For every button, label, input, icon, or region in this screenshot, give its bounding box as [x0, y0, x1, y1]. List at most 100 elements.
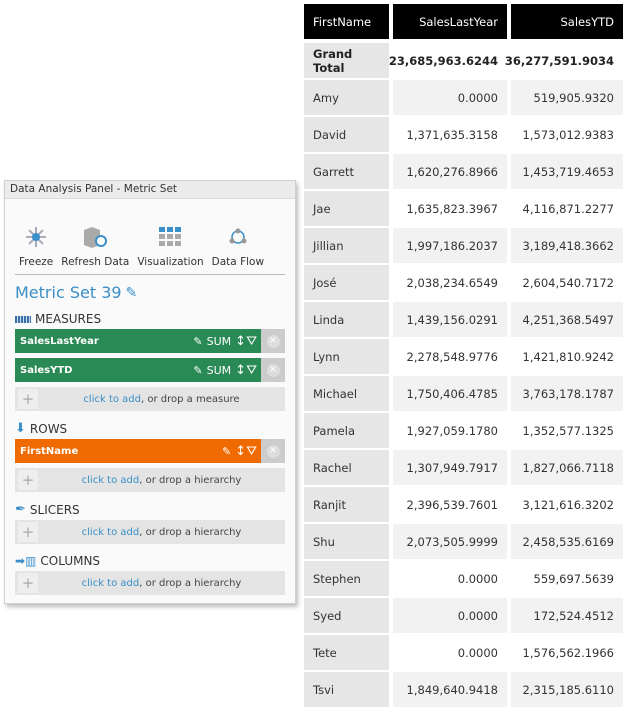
- sort-filter-icon[interactable]: ↕⛛: [235, 443, 257, 459]
- refresh-data-label: Refresh Data: [61, 256, 130, 268]
- value-cell: 559,697.5639: [533, 571, 614, 586]
- table-row: Garrett 1,620,276.8966 1,453,719.4653: [304, 154, 623, 189]
- row-header-cell[interactable]: Rachel: [304, 450, 389, 485]
- aggregation-label[interactable]: SUM: [206, 363, 232, 377]
- row-header-cell[interactable]: Garrett: [304, 154, 389, 189]
- row-header-cell[interactable]: David: [304, 117, 389, 152]
- remove-icon[interactable]: ✕: [261, 439, 285, 463]
- value-cell: 1,750,406.4785: [393, 376, 507, 411]
- columns-section: ➡▥ COLUMNS: [15, 554, 295, 568]
- row-header-cell[interactable]: José: [304, 265, 389, 300]
- toolbar: Freeze Refresh Data Visualization Data F…: [15, 209, 285, 275]
- row-header-cell[interactable]: Stephen: [304, 561, 389, 596]
- header-firstname[interactable]: FirstName: [304, 4, 389, 39]
- value-cell: 172,524.4512: [511, 598, 623, 633]
- data-flow-button[interactable]: Data Flow: [208, 209, 268, 268]
- row-header-cell[interactable]: Michael: [304, 376, 389, 411]
- header-salesytd[interactable]: SalesYTD: [511, 4, 623, 39]
- columns-icon: ➡▥: [15, 554, 37, 568]
- measures-label: MEASURES: [35, 312, 102, 326]
- columns-label: COLUMNS: [40, 554, 101, 568]
- value-cell: 2,315,185.6110: [511, 672, 623, 707]
- pivot-table: FirstName SalesLastYear SalesYTD Grand T…: [304, 4, 623, 709]
- rows-section: ⬇ ROWS: [15, 421, 295, 436]
- sort-filter-icon[interactable]: ↕⛛: [235, 333, 257, 349]
- edit-name-icon[interactable]: ✎: [125, 284, 138, 301]
- measure-pill[interactable]: SalesLastYear ✎ SUM ↕⛛ ✕: [15, 329, 285, 353]
- value-cell: 1,927,059.1780: [406, 423, 498, 438]
- remove-icon[interactable]: ✕: [261, 358, 285, 382]
- row-header-cell[interactable]: Amy: [304, 80, 389, 115]
- data-analysis-panel: Data Analysis Panel - Metric Set Freeze …: [4, 180, 296, 604]
- metric-set-title[interactable]: Metric Set 39 ✎: [15, 283, 295, 302]
- header-saleslastyear[interactable]: SalesLastYear: [393, 4, 507, 39]
- refresh-data-icon: [82, 224, 108, 250]
- table-row: Michael 1,750,406.4785 3,763,178.1787: [304, 376, 623, 411]
- row-header-cell[interactable]: Pamela: [304, 413, 389, 448]
- plus-icon[interactable]: +: [18, 573, 38, 593]
- table-row: Ranjit 2,396,539.7601 3,121,616.3202: [304, 487, 623, 522]
- cell: Grand Total: [304, 43, 389, 78]
- data-flow-label: Data Flow: [211, 256, 265, 268]
- slicers-icon: ✒: [15, 502, 26, 517]
- edit-icon[interactable]: ✎: [193, 363, 203, 377]
- table-header-row: FirstName SalesLastYear SalesYTD: [304, 4, 623, 39]
- click-to-add-link[interactable]: click to add: [81, 526, 140, 538]
- table-row: Pamela 1,927,059.1780 1,352,577.1325: [304, 413, 623, 448]
- click-to-add-link[interactable]: click to add: [81, 577, 140, 589]
- remove-icon[interactable]: ✕: [261, 329, 285, 353]
- drop-hint: , or drop a hierarchy: [139, 474, 242, 486]
- value-cell: 1,620,276.8966: [393, 154, 507, 189]
- edit-icon[interactable]: ✎: [193, 334, 203, 348]
- add-row-dropzone[interactable]: + click to add, or drop a hierarchy: [15, 468, 285, 492]
- measures-icon: [15, 315, 31, 323]
- table-row: Syed 0.0000 172,524.4512: [304, 598, 623, 633]
- edit-icon[interactable]: ✎: [221, 444, 232, 458]
- refresh-data-button[interactable]: Refresh Data: [57, 209, 133, 268]
- value-cell: 1,453,719.4653: [511, 154, 623, 189]
- row-header-cell[interactable]: Jae: [304, 191, 389, 226]
- aggregation-label[interactable]: SUM: [206, 334, 232, 348]
- row-header-cell[interactable]: Jillian: [304, 228, 389, 263]
- row-header-cell[interactable]: Ranjit: [304, 487, 389, 522]
- value-cell: 4,251,368.5497: [511, 302, 623, 337]
- add-column-dropzone[interactable]: + click to add, or drop a hierarchy: [15, 571, 285, 595]
- table-row: Tsvi 1,849,640.9418 2,315,185.6110: [304, 672, 623, 707]
- value-cell: 2,038,234.6549: [406, 275, 498, 290]
- measure-name: SalesYTD: [20, 364, 73, 376]
- value-cell: 2,278,548.9776: [406, 349, 498, 364]
- value-cell: 1,307,949.7917: [393, 450, 507, 485]
- freeze-icon: [24, 224, 48, 250]
- data-flow-icon: [228, 224, 248, 250]
- cell: 36,277,591.9034: [504, 53, 614, 68]
- measure-pill[interactable]: SalesYTD ✎ SUM ↕⛛ ✕: [15, 358, 285, 382]
- value-cell: 2,073,505.9999: [393, 524, 507, 559]
- row-header-cell[interactable]: Shu: [304, 524, 389, 559]
- add-measure-dropzone[interactable]: + click to add, or drop a measure: [15, 387, 285, 411]
- sort-filter-icon[interactable]: ↕⛛: [235, 362, 257, 378]
- visualization-button[interactable]: Visualization: [133, 209, 207, 268]
- plus-icon[interactable]: +: [18, 470, 38, 490]
- table-row: Lynn 2,278,548.9776 1,421,810.9242: [304, 339, 623, 374]
- measures-section: MEASURES: [15, 312, 295, 326]
- plus-icon[interactable]: +: [18, 522, 38, 542]
- row-header-cell[interactable]: Tete: [304, 635, 389, 670]
- freeze-button[interactable]: Freeze: [15, 209, 57, 268]
- row-header-cell[interactable]: Lynn: [304, 339, 389, 374]
- plus-icon[interactable]: +: [18, 389, 38, 409]
- click-to-add-link[interactable]: click to add: [83, 393, 141, 405]
- add-slicer-dropzone[interactable]: + click to add, or drop a hierarchy: [15, 520, 285, 544]
- click-to-add-link[interactable]: click to add: [81, 474, 140, 486]
- row-header-cell[interactable]: Tsvi: [304, 672, 389, 707]
- value-cell: 1,421,810.9242: [522, 349, 614, 364]
- row-pill-firstname[interactable]: FirstName ✎ ↕⛛ ✕: [15, 439, 285, 463]
- row-header-cell[interactable]: Syed: [304, 598, 389, 633]
- panel-title[interactable]: Data Analysis Panel - Metric Set: [5, 181, 295, 199]
- value-cell: 1,827,066.7118: [511, 450, 623, 485]
- value-cell: 1,576,562.1966: [522, 645, 614, 660]
- drop-hint: , or drop a hierarchy: [139, 577, 242, 589]
- cell: 23,685,963.6244: [388, 53, 498, 68]
- value-cell: 1,849,640.9418: [393, 672, 507, 707]
- row-header-cell[interactable]: Linda: [304, 302, 389, 337]
- value-cell: 0.0000: [393, 598, 507, 633]
